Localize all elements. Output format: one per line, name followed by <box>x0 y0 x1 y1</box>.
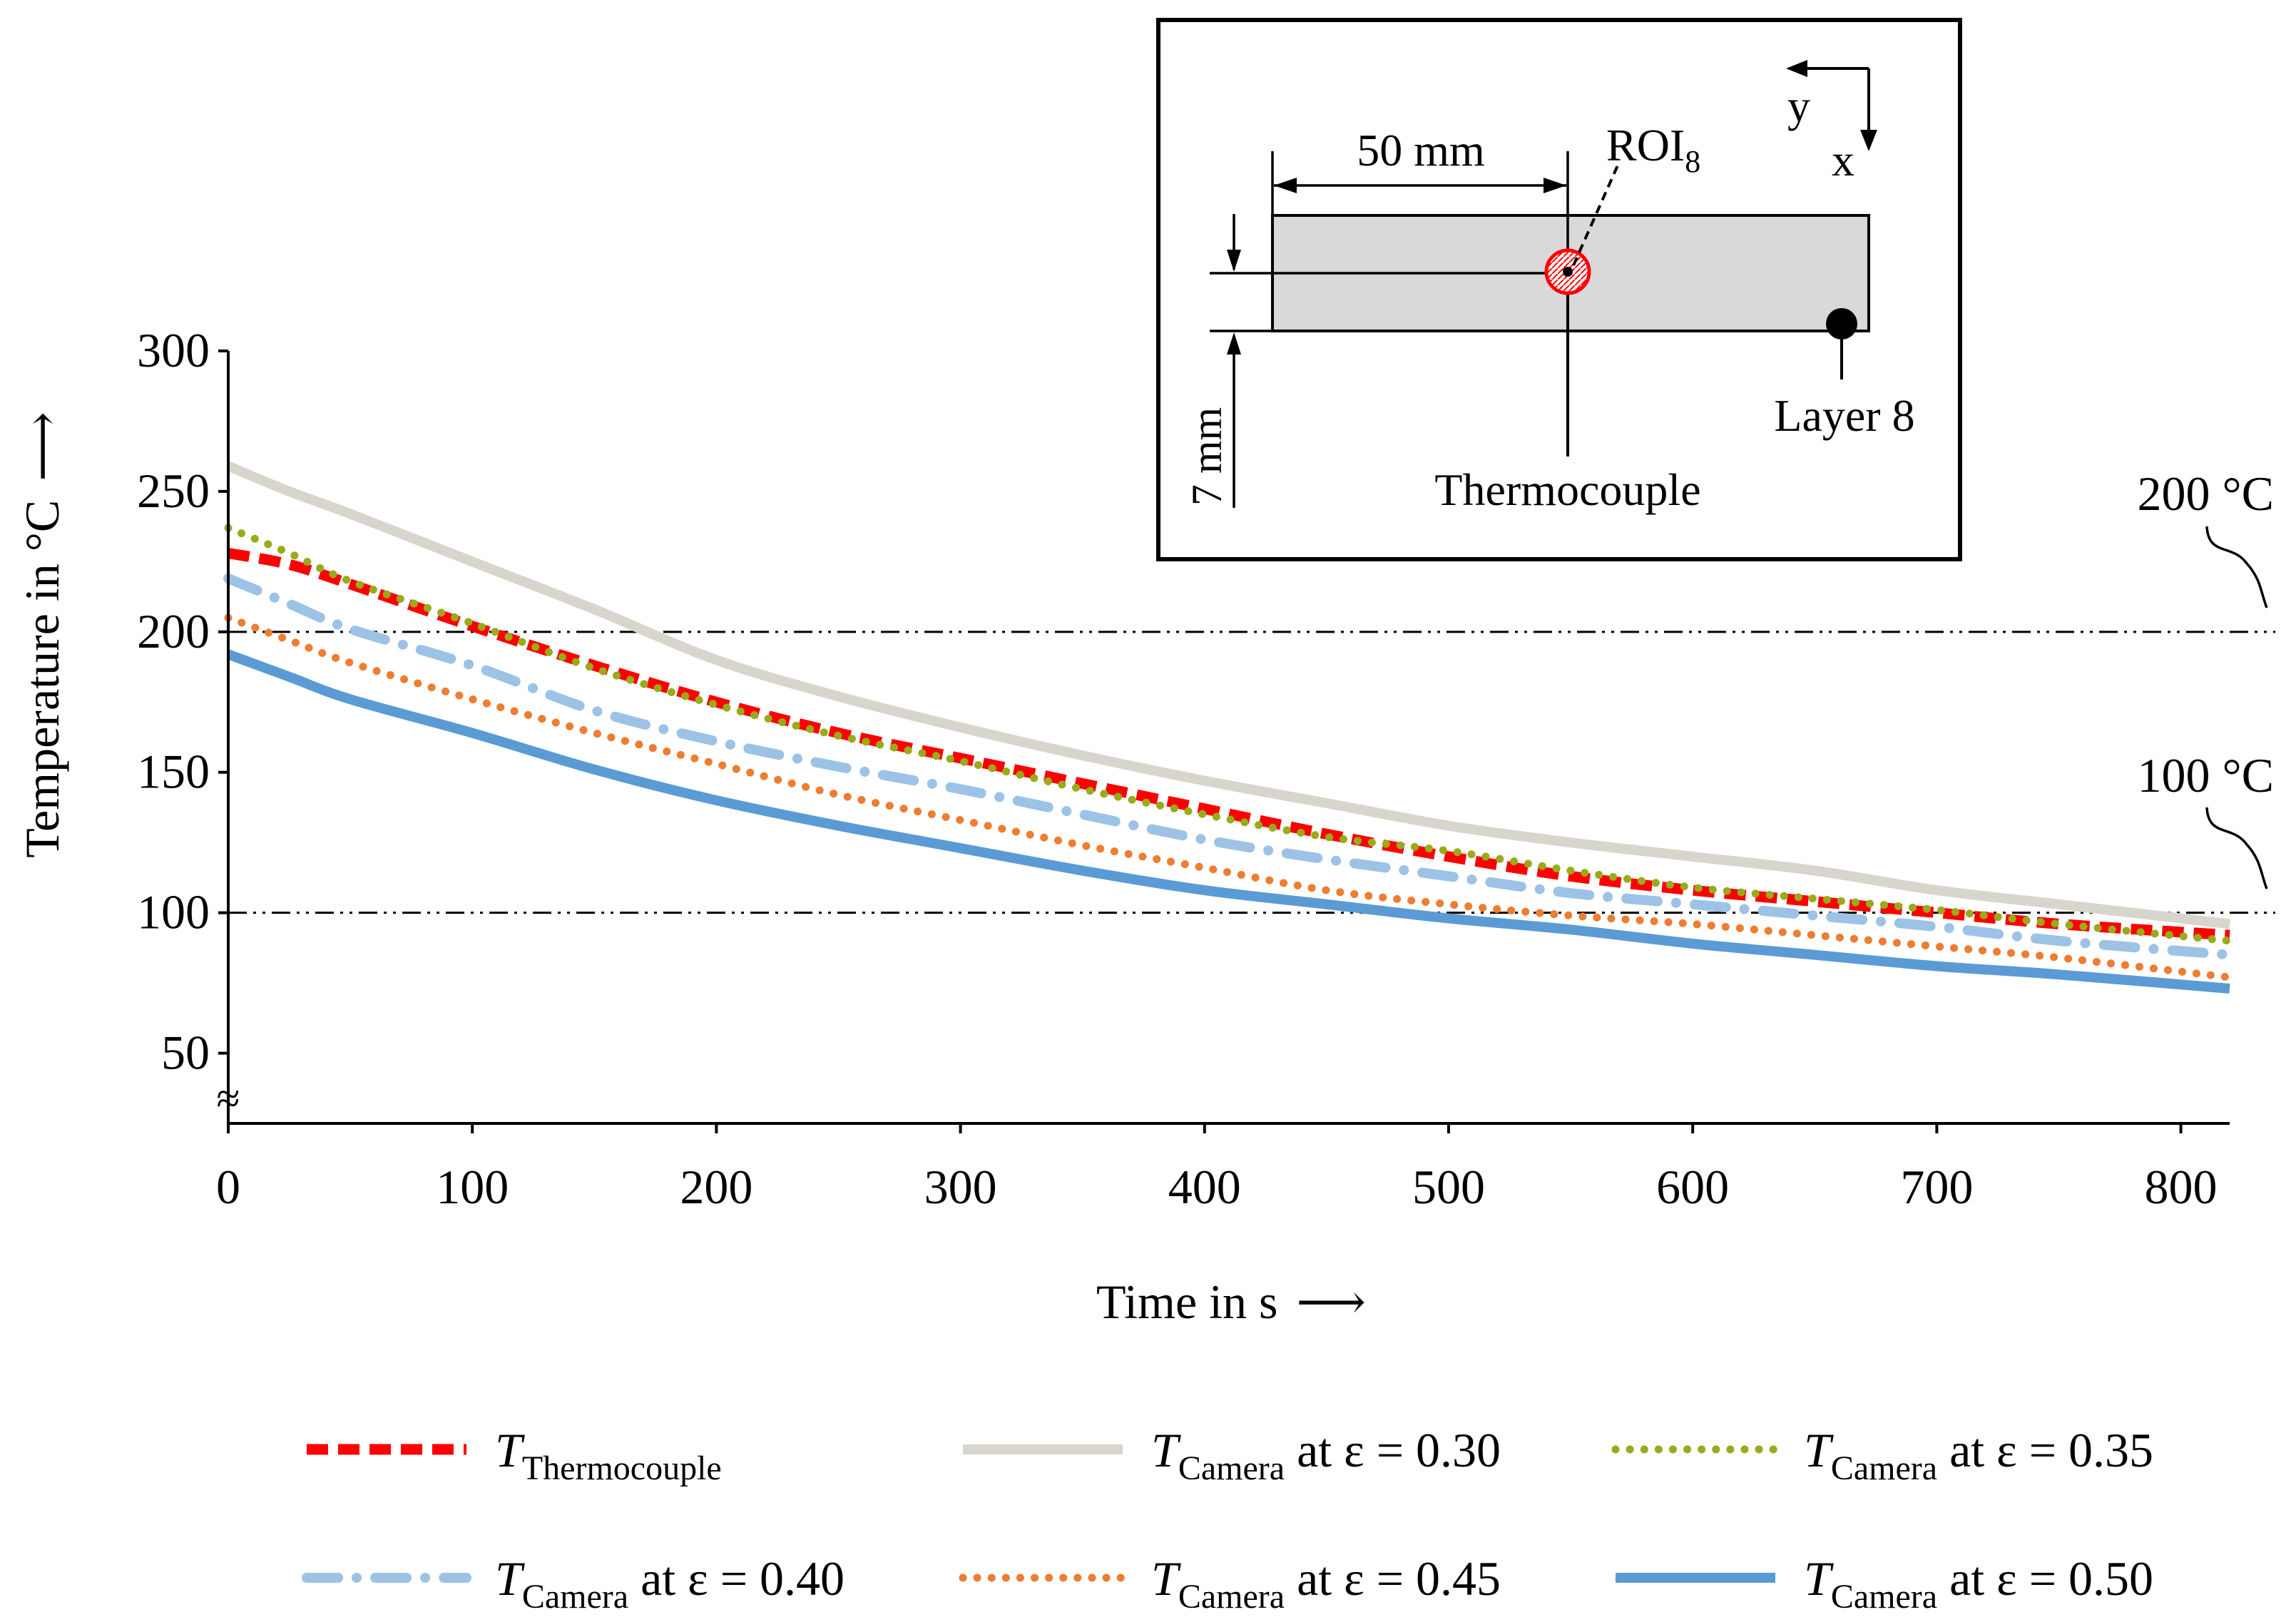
x-tick-label: 800 <box>2145 1160 2218 1214</box>
x-tick-label: 0 <box>216 1160 240 1214</box>
legend: TThermocouple TCamera at ε = 0.30 TCamera … <box>302 1423 2153 1616</box>
reference-lines: 200 °C 100 °C <box>228 466 2275 914</box>
y-tick-label: 300 <box>137 323 210 377</box>
layer-dot <box>1826 308 1857 340</box>
dim-height-label: 7 mm <box>1183 407 1230 506</box>
ref-brace-200 <box>2205 526 2268 608</box>
legend-label: TCamera at ε = 0.45 <box>1151 1551 1501 1616</box>
y-tick-label: 100 <box>137 885 210 939</box>
ref-label-100: 100 °C <box>2137 748 2274 802</box>
series-line-camera-045 <box>224 613 2234 981</box>
layer-label: Layer 8 <box>1774 390 1914 441</box>
y-axis-label: Temperature in °C⟶ <box>15 412 69 858</box>
dim-arrow-up <box>1227 332 1241 355</box>
x-axis-label: Time in s ⟶ <box>1096 1275 1366 1329</box>
x-tick-label: 600 <box>1656 1160 1729 1214</box>
axis-break-mark: ≈ <box>217 1075 240 1122</box>
series-line-thermocouple <box>227 548 2230 941</box>
ref-brace-100 <box>2205 807 2268 889</box>
x-tick-label: 200 <box>680 1160 752 1214</box>
x-tick-label: 300 <box>924 1160 997 1214</box>
dim-width-label: 50 mm <box>1357 125 1485 175</box>
series-line-camera-050 <box>226 649 2230 994</box>
thermocouple-label: Thermocouple <box>1434 464 1700 515</box>
y-tick-label: 150 <box>137 745 210 799</box>
legend-label: TThermocouple <box>495 1423 722 1487</box>
dim-arrow-right <box>1544 178 1566 193</box>
coord-x-label: x <box>1832 135 1854 185</box>
inset-diagram: 50 mm 7 mm ROI8 Thermocouple Layer 8 y x <box>1156 18 1962 561</box>
coord-y-arrowhead <box>1786 60 1807 77</box>
legend-label: TCamera at ε = 0.50 <box>1804 1551 2153 1616</box>
x-tick-label: 100 <box>436 1160 509 1214</box>
axes: 50 100 150 200 250 300 0 100 200 300 400 500 600 700… <box>137 323 2230 1214</box>
y-axis-ticks: 50 100 150 200 250 300 <box>137 323 228 1080</box>
x-tick-label: 700 <box>1900 1160 1973 1214</box>
series-line-camera-030 <box>226 461 2230 929</box>
dim-arrow-down <box>1227 250 1241 272</box>
series-line-camera-040 <box>223 573 2235 960</box>
x-tick-label: 400 <box>1168 1160 1241 1214</box>
x-axis-ticks: 0 100 200 300 400 500 600 700 800 <box>216 1123 2218 1214</box>
roi-leader <box>1572 165 1619 266</box>
x-tick-label: 500 <box>1412 1160 1485 1214</box>
y-tick-label: 50 <box>161 1026 210 1080</box>
y-tick-label: 200 <box>137 604 210 658</box>
ref-label-200: 200 °C <box>2137 466 2274 521</box>
coord-x-arrowhead <box>1860 130 1877 151</box>
series-group <box>223 461 2235 994</box>
roi-label: ROI8 <box>1606 120 1700 179</box>
y-tick-label: 250 <box>137 464 210 518</box>
roi-center-dot <box>1563 267 1573 277</box>
series-line-camera-035 <box>224 524 2234 945</box>
legend-label: TCamera at ε = 0.40 <box>495 1551 845 1616</box>
coord-y-label: y <box>1787 81 1810 131</box>
legend-label: TCamera at ε = 0.35 <box>1804 1423 2153 1487</box>
legend-label: TCamera at ε = 0.30 <box>1151 1423 1501 1487</box>
dim-arrow-left <box>1274 178 1297 193</box>
